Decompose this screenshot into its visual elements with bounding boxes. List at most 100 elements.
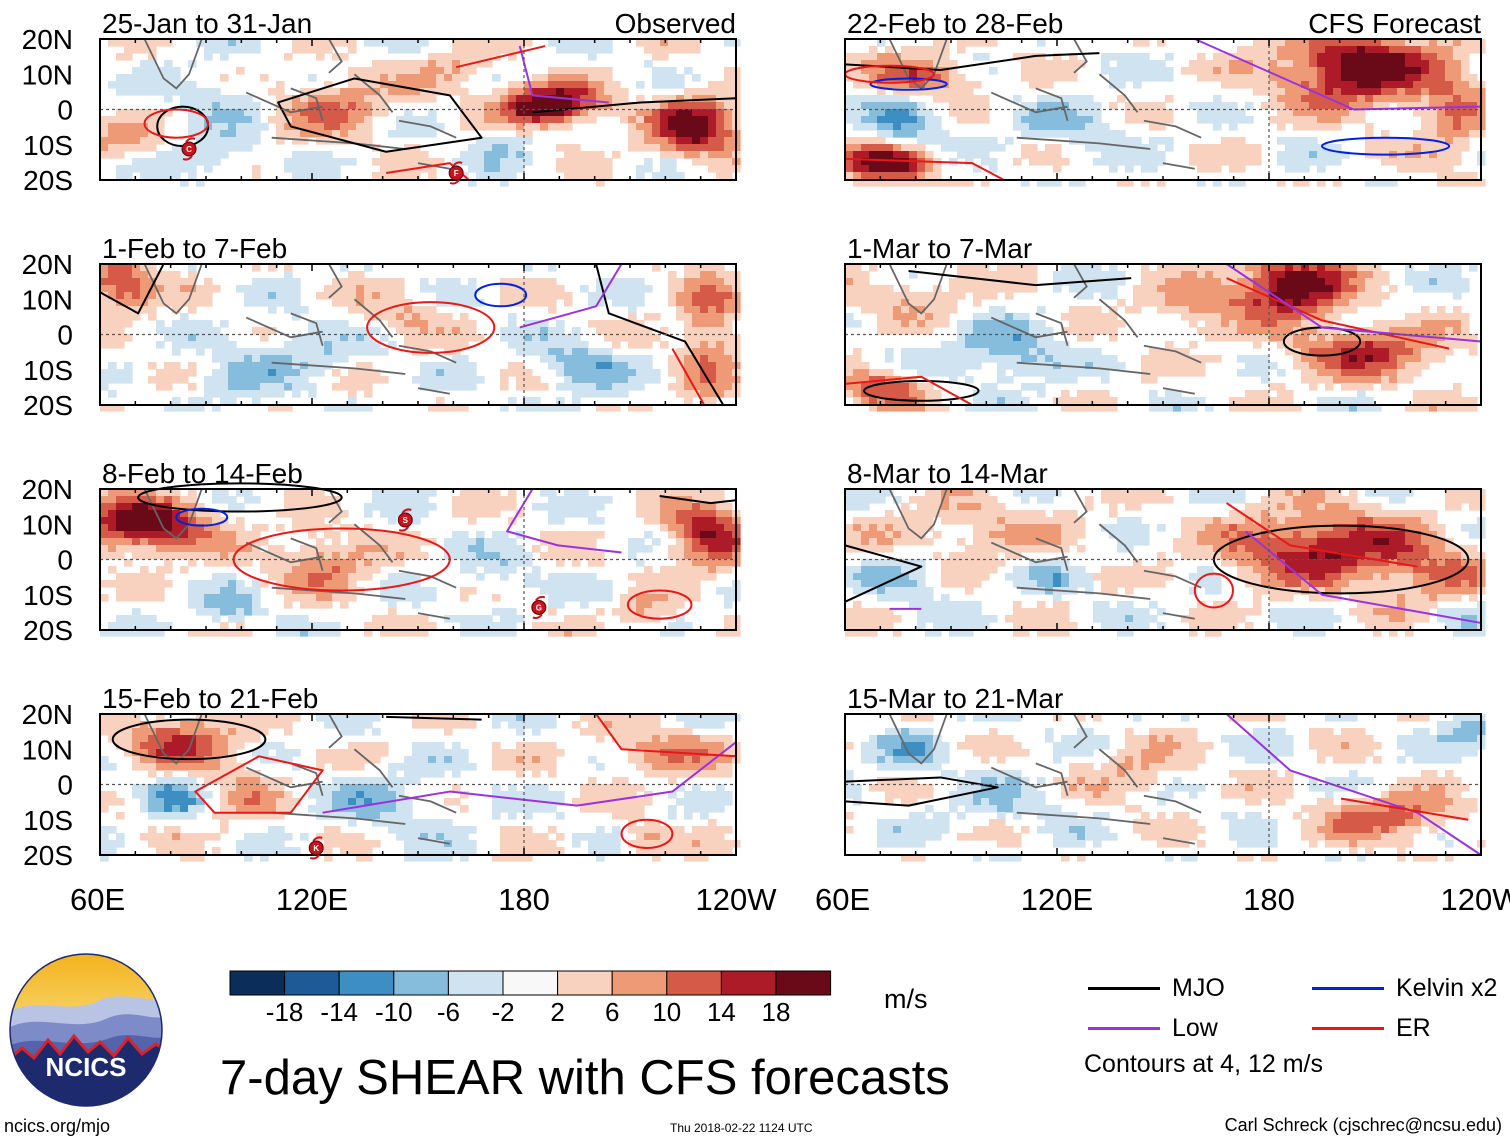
lat-tick-label: 20N bbox=[22, 699, 73, 730]
lon-tick-label: 60E bbox=[70, 882, 125, 917]
lat-tick-label: 20S bbox=[23, 840, 73, 871]
lat-tick-label: 0 bbox=[57, 95, 73, 126]
lat-tick-label: 0 bbox=[57, 770, 73, 801]
lat-tick-label: 10S bbox=[23, 805, 73, 836]
colorbar-tick-label: 14 bbox=[707, 997, 736, 1027]
lon-tick-label: 120W bbox=[1441, 882, 1510, 917]
lat-tick-label: 10N bbox=[22, 59, 73, 90]
footer-url: ncics.org/mjo bbox=[4, 1116, 111, 1136]
shear-field bbox=[845, 489, 1486, 637]
shear-panel: K 15-Feb to 21-Feb bbox=[99, 683, 741, 862]
shear-panel: 1-Feb to 7-Feb bbox=[99, 233, 741, 412]
colorbar-swatch bbox=[720, 970, 777, 996]
lon-tick-label: 180 bbox=[498, 882, 550, 917]
lat-tick-label: 10S bbox=[23, 580, 73, 611]
panel-period: 1-Feb to 7-Feb bbox=[102, 233, 287, 264]
colorbar-swatch bbox=[229, 970, 286, 996]
panel-period: 8-Feb to 14-Feb bbox=[102, 458, 303, 489]
lat-tick-label: 20S bbox=[23, 390, 73, 421]
storm-label: F bbox=[454, 169, 459, 178]
colorbar-tick-label: -18 bbox=[266, 997, 304, 1027]
colorbar-swatch bbox=[557, 970, 613, 996]
colorbar-tick-label: 6 bbox=[605, 997, 619, 1027]
contour-note: Contours at 4, 12 m/s bbox=[1084, 1050, 1324, 1078]
lon-tick-label: 180 bbox=[1243, 882, 1295, 917]
lon-tick-label: 60E bbox=[815, 882, 870, 917]
colorbar-tick-label: 2 bbox=[550, 997, 564, 1027]
wave-contours bbox=[844, 502, 1482, 624]
colorbar-tick-label: -6 bbox=[437, 997, 460, 1027]
colorbar-swatch bbox=[502, 970, 559, 996]
lat-tick-label: 10S bbox=[23, 355, 73, 386]
colorbar-tick-label: 10 bbox=[652, 997, 681, 1027]
figure-title: 7-day SHEAR with CFS forecasts bbox=[220, 1051, 950, 1105]
legend-label-kelvin: Kelvin x2 bbox=[1396, 974, 1498, 1002]
storm-label: G bbox=[536, 603, 542, 612]
lat-tick-label: 20N bbox=[22, 249, 73, 280]
cyclone-icon: K bbox=[308, 836, 324, 860]
lat-tick-label: 20N bbox=[22, 474, 73, 505]
shear-panel: 8-Mar to 14-Mar bbox=[844, 458, 1486, 637]
coastlines bbox=[143, 38, 457, 170]
lat-tick-label: 10N bbox=[22, 734, 73, 765]
colorbar-units: m/s bbox=[884, 984, 928, 1014]
panel-period: 1-Mar to 7-Mar bbox=[847, 233, 1032, 264]
lon-tick-label: 120W bbox=[696, 882, 778, 917]
colorbar-swatch bbox=[393, 970, 449, 996]
wave-contours bbox=[844, 263, 1482, 406]
legend-swatch-er bbox=[1312, 1027, 1384, 1030]
shear-panel: 1-Mar to 7-Mar bbox=[844, 233, 1482, 412]
panel-period: 25-Jan to 31-Jan bbox=[102, 8, 312, 39]
coastlines bbox=[143, 713, 457, 845]
coastlines bbox=[888, 488, 1202, 620]
colorbar-swatch bbox=[775, 970, 832, 996]
wave-contours bbox=[844, 38, 1482, 181]
colorbar-swatch bbox=[284, 970, 340, 996]
lat-tick-label: 20S bbox=[23, 165, 73, 196]
wave-contours bbox=[111, 713, 737, 849]
lat-tick-label: 10S bbox=[23, 130, 73, 161]
legend-swatch-kelvin bbox=[1312, 987, 1384, 990]
shear-panel: 22-Feb to 28-Feb CFS Forecast bbox=[844, 8, 1486, 187]
wave-contours bbox=[99, 263, 725, 406]
storm-label: C bbox=[186, 145, 192, 154]
legend-label-low: Low bbox=[1172, 1014, 1218, 1042]
shear-field bbox=[845, 264, 1478, 412]
shear-field bbox=[100, 489, 741, 637]
coastlines bbox=[888, 263, 1202, 395]
legend-swatch-mjo bbox=[1088, 987, 1160, 990]
ncics-logo: NCICS bbox=[9, 953, 163, 1107]
cyclone-icon: S bbox=[397, 508, 413, 532]
colorbar-swatch bbox=[338, 970, 395, 996]
storm-label: K bbox=[313, 844, 319, 853]
panel-period: 22-Feb to 28-Feb bbox=[847, 8, 1063, 39]
lon-tick-label: 120E bbox=[1021, 882, 1093, 917]
coastlines bbox=[143, 263, 457, 395]
panel-period: 15-Feb to 21-Feb bbox=[102, 683, 318, 714]
cyclone-icon: F bbox=[448, 161, 464, 185]
shear-panel: S G 8-Feb to 14-Feb bbox=[99, 458, 741, 637]
colorbar-swatch bbox=[666, 970, 722, 996]
coastlines bbox=[888, 713, 1202, 845]
legend-label-mjo: MJO bbox=[1172, 974, 1225, 1002]
footer-credit: Carl Schreck (cjschrec@ncsu.edu) bbox=[1224, 1115, 1502, 1135]
lat-tick-label: 10N bbox=[22, 509, 73, 540]
panel-period: 8-Mar to 14-Mar bbox=[847, 458, 1048, 489]
lat-tick-label: 0 bbox=[57, 545, 73, 576]
lat-tick-label: 20N bbox=[22, 24, 73, 55]
colorbar: -18 -14 -10 -6 -2 2 6 10 14 18 bbox=[229, 970, 832, 1027]
legend-swatch-low bbox=[1088, 1027, 1160, 1030]
colorbar-tick-label: -10 bbox=[375, 997, 413, 1027]
panel-source-tag: Observed bbox=[615, 8, 736, 39]
colorbar-swatch bbox=[447, 970, 504, 996]
footer-timestamp: Thu 2018-02-22 1124 UTC bbox=[670, 1121, 813, 1135]
colorbar-tick-label: -2 bbox=[491, 997, 514, 1027]
shear-panel: C F 25-Jan to 31-Jan Observed bbox=[99, 8, 741, 187]
logo-text: NCICS bbox=[46, 1052, 127, 1082]
lat-tick-label: 0 bbox=[57, 320, 73, 351]
panel-source-tag: CFS Forecast bbox=[1308, 8, 1481, 39]
cyclone-icon: G bbox=[531, 595, 547, 620]
storm-label: S bbox=[403, 516, 409, 525]
shear-panel: 15-Mar to 21-Mar bbox=[844, 683, 1486, 862]
